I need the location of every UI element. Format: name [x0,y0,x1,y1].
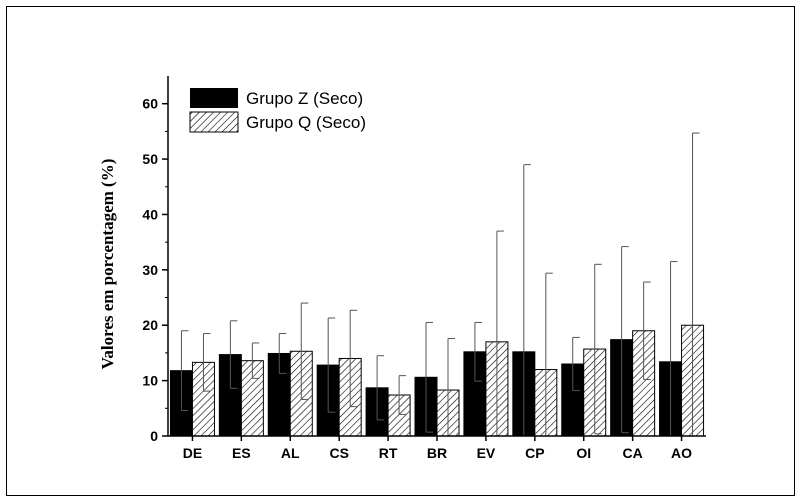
x-tick-label-br: BR [427,445,447,461]
y-tick-label-30: 30 [142,262,158,278]
legend-label-series-1: Grupo Z (Seco) [246,89,363,108]
y-tick-label-20: 20 [142,317,158,333]
y-axis-label: Valores em porcentagem (%) [98,159,117,370]
y-tick-label-50: 50 [142,151,158,167]
x-tick-label-ca: CA [623,445,643,461]
x-tick-label-ev: EV [477,445,496,461]
x-tick-label-ao: AO [671,445,692,461]
x-tick-label-es: ES [232,445,251,461]
y-tick-label-10: 10 [142,373,158,389]
y-tick-label-40: 40 [142,206,158,222]
legend-label-series-2: Grupo Q (Seco) [246,113,366,132]
x-tick-label-cs: CS [329,445,348,461]
x-tick-label-de: DE [183,445,202,461]
error-bars-layer [180,132,700,436]
x-tick-label-al: AL [281,445,300,461]
axes-layer: DE ES AL CS RT BR EV CP OI CA AO 0 10 20 30 40 50 60 [142,76,706,461]
x-tick-label-oi: OI [576,445,591,461]
x-tick-label-cp: CP [525,445,544,461]
y-tick-label-0: 0 [150,428,158,444]
legend-swatch-series-1 [190,88,238,108]
y-tick-label-60: 60 [142,96,158,112]
legend-swatch-series-2 [189,111,239,133]
x-tick-label-rt: RT [379,445,398,461]
bars-layer [169,324,705,437]
legend: Grupo Z (Seco) Grupo Q (Seco) [189,88,366,133]
